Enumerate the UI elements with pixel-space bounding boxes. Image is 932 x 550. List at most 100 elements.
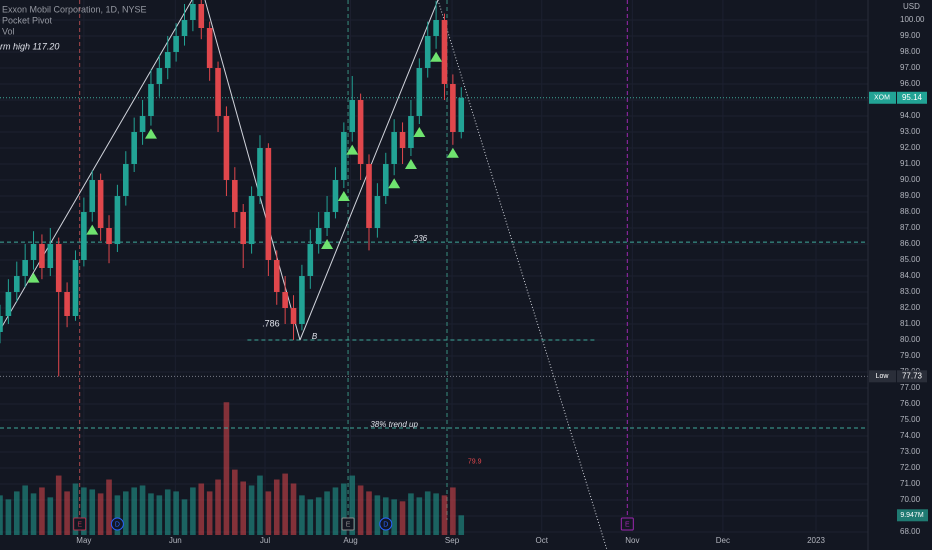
y-tick-label: 88.00 bbox=[900, 207, 921, 216]
event-badge bbox=[110, 517, 124, 531]
volume-bar bbox=[164, 489, 171, 535]
volume-bar bbox=[240, 481, 247, 535]
volume-bar bbox=[5, 499, 12, 535]
candle-body bbox=[349, 100, 356, 132]
level-label: 38% trend up bbox=[370, 420, 418, 429]
y-tick-label: 80.00 bbox=[900, 335, 921, 344]
candle-body bbox=[131, 132, 137, 164]
volume-bar bbox=[374, 495, 381, 535]
low-price-label: 77.73 bbox=[902, 371, 923, 380]
candle-body bbox=[72, 260, 79, 316]
candle-body bbox=[357, 100, 364, 164]
candle-body bbox=[441, 20, 448, 84]
volume-bar bbox=[324, 491, 330, 535]
annotation: .786 bbox=[262, 318, 280, 328]
volume-bar bbox=[391, 499, 397, 535]
candle-body bbox=[215, 68, 221, 116]
event-badge bbox=[73, 517, 87, 531]
volume-bar bbox=[299, 495, 305, 535]
volume-bar bbox=[450, 487, 456, 535]
candle-body bbox=[47, 244, 54, 268]
volume-bar bbox=[39, 487, 45, 535]
candle-body bbox=[382, 164, 389, 196]
y-tick-label: 96.00 bbox=[900, 79, 921, 88]
volume-bar bbox=[148, 493, 154, 535]
volume-bar bbox=[273, 479, 280, 535]
y-tick-label: 68.00 bbox=[900, 527, 921, 536]
candles bbox=[0, 0, 465, 377]
volume-bar bbox=[349, 475, 356, 535]
volume-bar bbox=[131, 487, 137, 535]
candle-body bbox=[223, 116, 230, 180]
pocket-pivot bbox=[321, 239, 334, 249]
volume-bar bbox=[0, 495, 3, 535]
volume-label: 9.947M bbox=[900, 512, 924, 519]
candle-body bbox=[408, 116, 414, 148]
volume-bar bbox=[424, 491, 431, 535]
pocket-pivot bbox=[430, 51, 443, 62]
volume-bar bbox=[265, 491, 272, 535]
candle-body bbox=[248, 196, 255, 244]
y-tick-label: 83.00 bbox=[900, 287, 921, 296]
price-label: 95.14 bbox=[902, 93, 923, 102]
event-label: E bbox=[625, 521, 630, 528]
y-tick-label: 75.00 bbox=[900, 415, 921, 424]
candle-body bbox=[332, 180, 339, 212]
y-tick-label: 84.00 bbox=[900, 271, 921, 280]
price-tag bbox=[897, 91, 927, 104]
event-badge bbox=[620, 517, 634, 531]
candle-body bbox=[282, 292, 288, 308]
y-tick-label: 77.00 bbox=[900, 383, 921, 392]
note: rm high 117.20 bbox=[0, 41, 59, 51]
volume-bar bbox=[47, 497, 54, 535]
y-tick-label: 74.00 bbox=[900, 431, 921, 440]
candle-body bbox=[55, 244, 62, 292]
y-tick-label: 92.00 bbox=[900, 143, 921, 152]
y-tick-label: 73.00 bbox=[900, 447, 921, 456]
candle-body bbox=[433, 20, 439, 36]
y-tick-label: 79.00 bbox=[900, 351, 921, 360]
x-tick-label: Dec bbox=[716, 536, 730, 545]
volume-bar bbox=[173, 491, 179, 535]
candle-body bbox=[299, 276, 305, 324]
candle-body bbox=[450, 84, 456, 132]
y-tick-label: 85.00 bbox=[900, 255, 921, 264]
event-label: D bbox=[383, 521, 388, 528]
candle-body bbox=[0, 316, 3, 332]
volume-bar bbox=[181, 499, 188, 535]
volume-bar bbox=[341, 483, 347, 535]
candle-body bbox=[81, 212, 87, 260]
pocket-pivot bbox=[346, 144, 359, 155]
legend-item: Pocket Pivot bbox=[2, 15, 53, 25]
candle-body bbox=[232, 180, 238, 212]
candle-body bbox=[416, 68, 423, 116]
pocket-pivot bbox=[144, 128, 157, 139]
volume-pane bbox=[0, 402, 465, 535]
event-badge bbox=[379, 517, 393, 531]
volume-bar bbox=[248, 485, 255, 535]
currency: USD bbox=[903, 2, 920, 11]
pocket-pivot bbox=[446, 147, 459, 158]
candle-body bbox=[265, 148, 272, 260]
candle-body bbox=[97, 180, 104, 228]
volume-bar bbox=[416, 497, 423, 535]
low-price-tag bbox=[897, 370, 927, 383]
candle-body bbox=[257, 148, 263, 196]
y-tick-label: 87.00 bbox=[900, 223, 921, 232]
volume-bar bbox=[139, 485, 146, 535]
event-badge bbox=[341, 517, 355, 531]
pocket-pivot bbox=[27, 272, 40, 283]
event-label: E bbox=[77, 521, 82, 528]
candle-body bbox=[22, 260, 28, 276]
volume-bar bbox=[441, 495, 448, 535]
volume-bar bbox=[357, 485, 364, 535]
trend-line bbox=[0, 0, 193, 331]
candle-body bbox=[164, 52, 171, 68]
legend-item: Vol bbox=[2, 26, 15, 36]
candle-body bbox=[424, 36, 431, 68]
x-tick-label: Oct bbox=[536, 536, 549, 545]
volume-bar bbox=[156, 495, 163, 535]
candle-body bbox=[106, 228, 112, 244]
